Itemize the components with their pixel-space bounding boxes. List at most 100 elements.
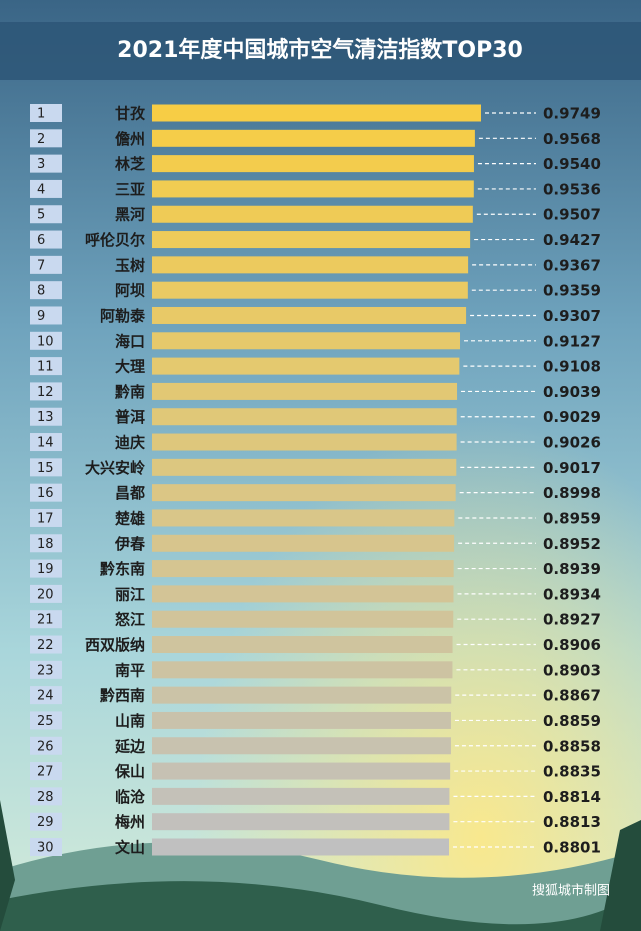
bar [152,838,450,856]
rank-box [30,104,62,122]
rank-box [30,331,62,350]
category-label: 延边 [114,737,146,755]
rank-box [30,382,62,401]
value-label: 0.9017 [543,459,601,477]
category-label: 怒江 [115,611,145,629]
forest [0,881,641,931]
title-band [0,22,641,80]
rank-box [30,407,62,426]
bar [152,306,467,324]
value-label: 0.9029 [543,408,601,426]
value-label: 0.9536 [543,180,601,198]
category-label: 呼伦贝尔 [85,231,145,249]
rank: 14 [37,436,54,451]
category-label: 南平 [115,661,145,679]
category-label: 儋州 [115,130,145,148]
rank: 16 [37,486,54,501]
value-label: 0.8959 [543,509,601,527]
value-label: 0.9359 [543,282,601,300]
bar [152,332,461,350]
rank-box [30,281,62,300]
rank-box [30,534,62,553]
value-label: 0.9749 [543,105,601,123]
rank-box [30,635,62,654]
rank: 20 [37,587,54,602]
category-label: 楚雄 [115,509,145,527]
rank: 29 [37,815,54,830]
rank-box [30,686,62,705]
source: 搜狐城市制图 [532,883,610,899]
rank: 15 [37,461,54,476]
rank: 28 [37,790,54,805]
value-label: 0.8952 [543,535,601,553]
bar [152,205,473,223]
value-label: 0.8998 [543,484,601,502]
rank-box [30,205,62,224]
category-label: 阿勒泰 [100,307,146,325]
bar [152,104,481,122]
rank: 23 [37,663,54,678]
value-label: 0.9307 [543,307,601,325]
rank-box [30,357,62,376]
category-label: 梅州 [115,813,145,831]
bar [152,433,457,451]
rank-box [30,433,62,452]
rank-box [30,559,62,578]
rank: 24 [37,689,54,704]
value-label: 0.8814 [543,788,601,806]
category-label: 昌都 [115,484,145,502]
bar [152,560,454,578]
category-label: 临沧 [115,788,145,806]
value-label: 0.8801 [543,839,601,857]
rank-box [30,230,62,249]
value-label: 0.8934 [543,585,601,603]
rank: 8 [37,284,45,299]
bar [152,534,455,552]
value-label: 0.8867 [543,687,601,705]
rank-box [30,711,62,730]
rank-box [30,508,62,527]
rank: 1 [37,107,45,122]
value-label: 0.9026 [543,434,601,452]
bar [152,484,456,502]
category-label: 甘孜 [115,105,146,123]
rank: 21 [37,613,54,628]
bar [152,787,450,805]
rank: 22 [37,638,54,653]
bar [152,686,452,704]
rank-box [30,762,62,781]
value-label: 0.9108 [543,358,601,376]
rank-box [30,255,62,274]
category-label: 林芝 [115,155,145,173]
value-label: 0.8859 [543,712,601,730]
rank: 9 [37,309,45,324]
bar [152,636,453,654]
category-label: 黔东南 [100,560,145,578]
category-label: 山南 [115,712,145,730]
rank-box [30,129,62,148]
value-label: 0.9367 [543,256,601,274]
value-label: 0.8858 [543,737,601,755]
rank-box [30,610,62,629]
chart-title: 2021年度中国城市空气清洁指数TOP30 [117,37,523,63]
value-label: 0.9127 [543,332,601,350]
rank: 25 [37,714,54,729]
rank: 10 [37,334,54,349]
value-label: 0.8927 [543,611,601,629]
bar [152,458,457,476]
category-label: 大兴安岭 [85,459,145,477]
rank-box [30,736,62,755]
rank-box [30,584,62,603]
value-label: 0.9039 [543,383,601,401]
rank: 6 [37,233,45,248]
category-label: 海口 [115,332,145,350]
value-label: 0.9427 [543,231,601,249]
category-label: 伊春 [114,535,145,553]
rank: 4 [37,182,45,197]
category-label: 黔南 [115,383,145,401]
rank-box [30,306,62,325]
bar [152,585,454,603]
category-label: 西双版纳 [85,636,145,654]
rank-box [30,787,62,806]
category-label: 黑河 [115,206,145,224]
